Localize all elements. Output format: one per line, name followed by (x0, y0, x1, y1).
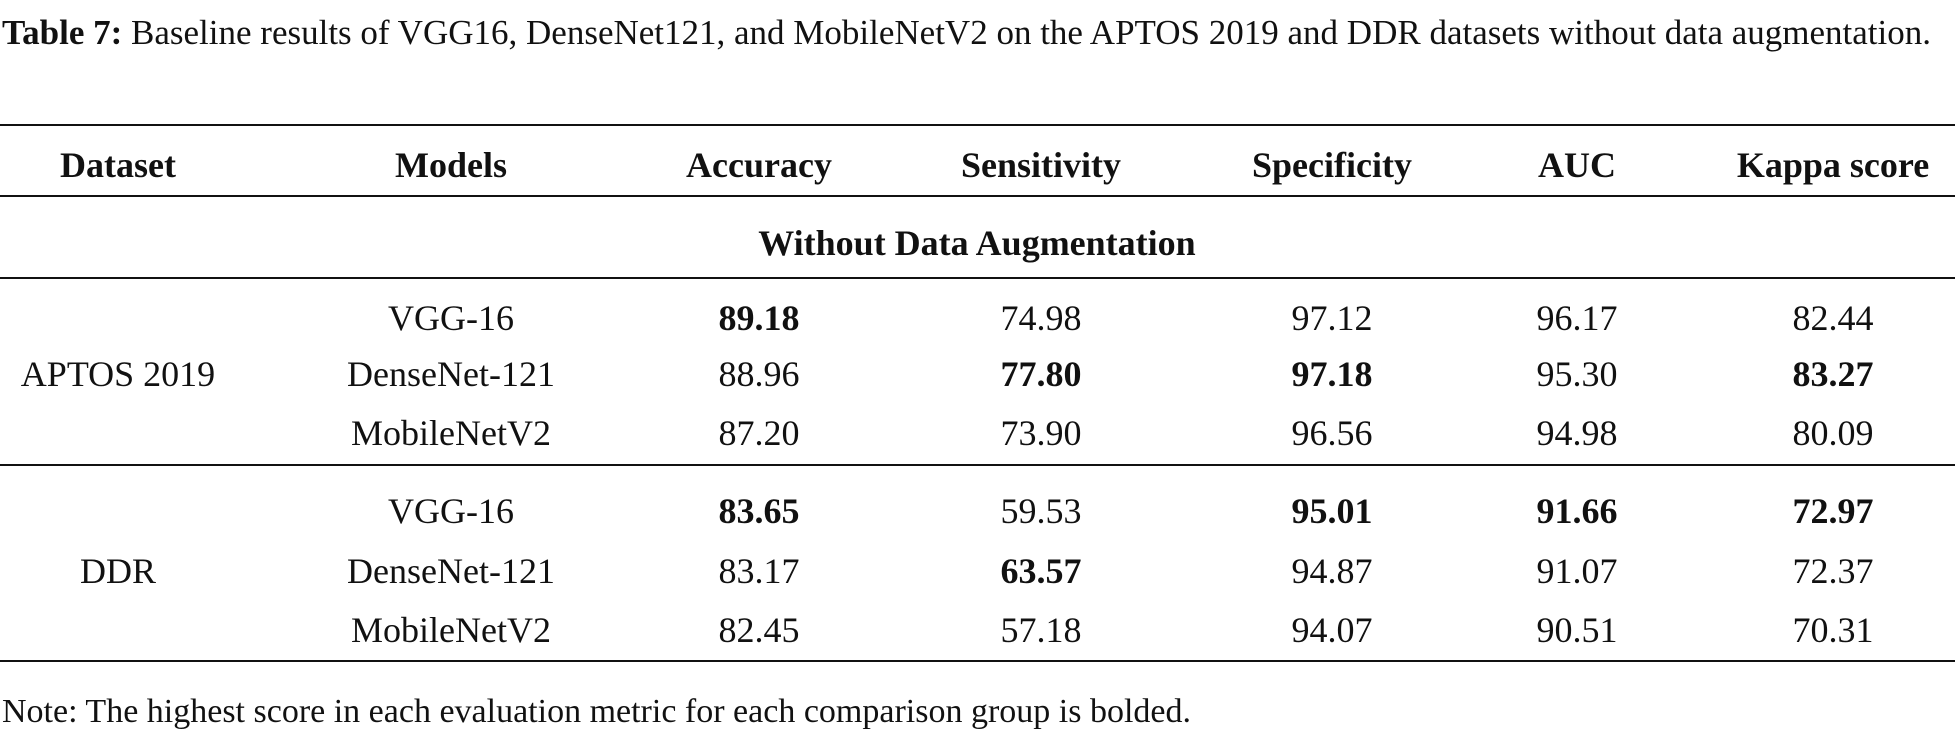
dataset-cell: DDR (79, 551, 157, 591)
top-rule (0, 124, 1955, 126)
value-cell: 94.07 (1291, 610, 1373, 650)
value-cell: 72.37 (1792, 551, 1874, 591)
value-cell: 97.12 (1291, 298, 1373, 338)
value-cell: 82.44 (1792, 298, 1874, 338)
caption-label: Table 7: (2, 13, 123, 52)
model-cell: MobileNetV2 (351, 413, 551, 453)
value-cell: 89.18 (718, 298, 800, 338)
value-cell: 63.57 (1000, 551, 1082, 591)
value-cell: 97.18 (1291, 354, 1373, 394)
value-cell: 95.30 (1536, 354, 1618, 394)
header-cell: Kappa score (1736, 145, 1930, 185)
value-cell: 74.98 (1000, 298, 1082, 338)
value-cell: 96.56 (1291, 413, 1373, 453)
section-title: Without Data Augmentation (758, 223, 1196, 263)
header-cell: AUC (1538, 145, 1616, 185)
dataset-cell: APTOS 2019 (20, 354, 216, 394)
header-cell: Sensitivity (960, 145, 1122, 185)
value-cell: 91.07 (1536, 551, 1618, 591)
model-cell: VGG-16 (388, 298, 514, 338)
model-cell: VGG-16 (388, 491, 514, 531)
value-cell: 80.09 (1792, 413, 1874, 453)
value-cell: 57.18 (1000, 610, 1082, 650)
value-cell: 95.01 (1291, 491, 1373, 531)
caption: Table 7: Baseline results of VGG16, Dens… (2, 13, 1947, 52)
value-cell: 82.45 (718, 610, 800, 650)
header-cell: Accuracy (686, 145, 832, 185)
value-cell: 59.53 (1000, 491, 1082, 531)
model-cell: DenseNet-121 (347, 551, 555, 591)
value-cell: 94.87 (1291, 551, 1373, 591)
bottom-rule (0, 660, 1955, 662)
value-cell: 70.31 (1792, 610, 1874, 650)
header-cell: Specificity (1252, 145, 1412, 185)
value-cell: 73.90 (1000, 413, 1082, 453)
header-cell: Dataset (60, 145, 176, 185)
value-cell: 83.65 (718, 491, 800, 531)
model-cell: DenseNet-121 (347, 354, 555, 394)
note: Note: The highest score in each evaluati… (2, 693, 1191, 730)
header-rule (0, 195, 1955, 197)
value-cell: 88.96 (718, 354, 800, 394)
group-rule (0, 464, 1955, 466)
value-cell: 90.51 (1536, 610, 1618, 650)
value-cell: 83.17 (718, 551, 800, 591)
value-cell: 96.17 (1536, 298, 1618, 338)
header-cell: Models (395, 145, 507, 185)
value-cell: 87.20 (718, 413, 800, 453)
value-cell: 77.80 (1000, 354, 1082, 394)
caption-text: Baseline results of VGG16, DenseNet121, … (131, 13, 1931, 52)
value-cell: 91.66 (1536, 491, 1618, 531)
value-cell: 94.98 (1536, 413, 1618, 453)
value-cell: 83.27 (1792, 354, 1874, 394)
model-cell: MobileNetV2 (351, 610, 551, 650)
value-cell: 72.97 (1792, 491, 1874, 531)
section-rule (0, 277, 1955, 279)
